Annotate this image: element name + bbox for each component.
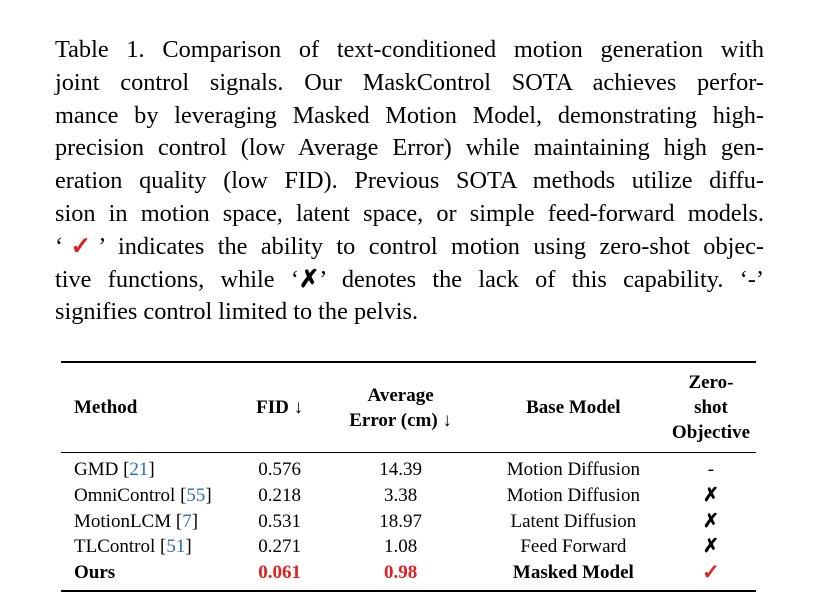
header-method: Method [74, 397, 138, 418]
citation-link[interactable]: 21 [129, 459, 149, 480]
cell-method: GMD [21] [74, 459, 155, 480]
cell-base-model: Latent Diffusion [510, 510, 637, 532]
cell-error: 14.39 [379, 459, 422, 480]
caption-line: Table 1. Comparison of text-conditioned … [55, 36, 764, 63]
caption-text: ’ indicates the ability to control motio… [98, 232, 765, 260]
citation-link[interactable]: 7 [182, 510, 192, 532]
cell-base-model: Motion Diffusion [506, 459, 640, 480]
table-caption: Table 1. Comparison of text-conditioned … [55, 34, 764, 329]
cross-icon: ✗ [298, 265, 320, 293]
caption-line: signifies control limited to the pelvis. [55, 298, 419, 326]
table-row: MotionLCM [7] 0.531 18.97 Latent Diffusi… [61, 509, 756, 535]
caption-line: tive functions, while ‘✗’ denotes the la… [55, 264, 764, 297]
citation-link[interactable]: 51 [166, 536, 186, 558]
cell-fid: 0.061 [258, 562, 301, 584]
checkmark-icon: ✓ [63, 232, 99, 260]
caption-text: tive functions, while ‘ [55, 265, 299, 293]
cell-error: 3.38 [383, 484, 418, 506]
header-base-model: Base Model [526, 397, 621, 418]
table-header-row: Method FID ↓ Average Error (cm) ↓ Base Mo… [61, 362, 756, 453]
cell-error: 1.08 [383, 536, 418, 558]
caption-text: ’ denotes the lack of this capability. ‘… [319, 265, 764, 293]
table-row-ours: Ours 0.061 0.98 Masked Model ✓ [61, 560, 756, 591]
caption-line: mance by leveraging Masked Motion Model,… [55, 101, 764, 129]
caption-line: eration quality (low FID). Previous SOTA… [55, 167, 764, 195]
caption-line: joint control signals. Our MaskControl S… [55, 68, 764, 96]
cell-method: MotionLCM [7] [74, 510, 199, 532]
comparison-table: Method FID ↓ Average Error (cm) ↓ Base Mo… [61, 361, 756, 592]
caption-quote: ‘ [55, 232, 64, 260]
cross-icon: ✗ [703, 484, 719, 506]
caption-line: sion in motion space, latent space, or s… [55, 199, 764, 227]
cell-zero-shot: - [707, 459, 715, 480]
cell-method: TLControl [51] [74, 536, 192, 558]
header-average-error: Average Error (cm) ↓ [349, 384, 452, 431]
caption-line: ‘✓’ indicates the ability to control mot… [55, 231, 764, 264]
table-row: GMD [21] 0.576 14.39 Motion Diffusion - [61, 453, 756, 483]
cell-method: OmniControl [55] [74, 484, 212, 506]
table-row: TLControl [51] 0.271 1.08 Feed Forward ✗ [61, 534, 756, 560]
header-fid: FID ↓ [256, 397, 304, 418]
header-zero-shot: Zero-shot Objective [671, 372, 750, 443]
cell-base-model: Motion Diffusion [506, 484, 640, 506]
cell-base-model: Feed Forward [520, 536, 627, 558]
cross-icon: ✗ [703, 536, 719, 558]
cell-method: Ours [74, 562, 116, 584]
cell-error: 0.98 [383, 562, 418, 584]
cross-icon: ✗ [703, 510, 719, 532]
caption-line: precision control (low Average Error) wh… [55, 134, 764, 162]
cell-fid: 0.218 [258, 484, 301, 506]
table-row: OmniControl [55] 0.218 3.38 Motion Diffu… [61, 483, 756, 509]
cell-error: 18.97 [379, 510, 422, 532]
cell-fid: 0.271 [258, 536, 301, 558]
citation-link[interactable]: 55 [186, 484, 206, 506]
cell-fid: 0.576 [258, 459, 301, 480]
cell-base-model: Masked Model [512, 562, 634, 584]
checkmark-icon: ✓ [702, 560, 720, 585]
cell-fid: 0.531 [258, 510, 301, 532]
